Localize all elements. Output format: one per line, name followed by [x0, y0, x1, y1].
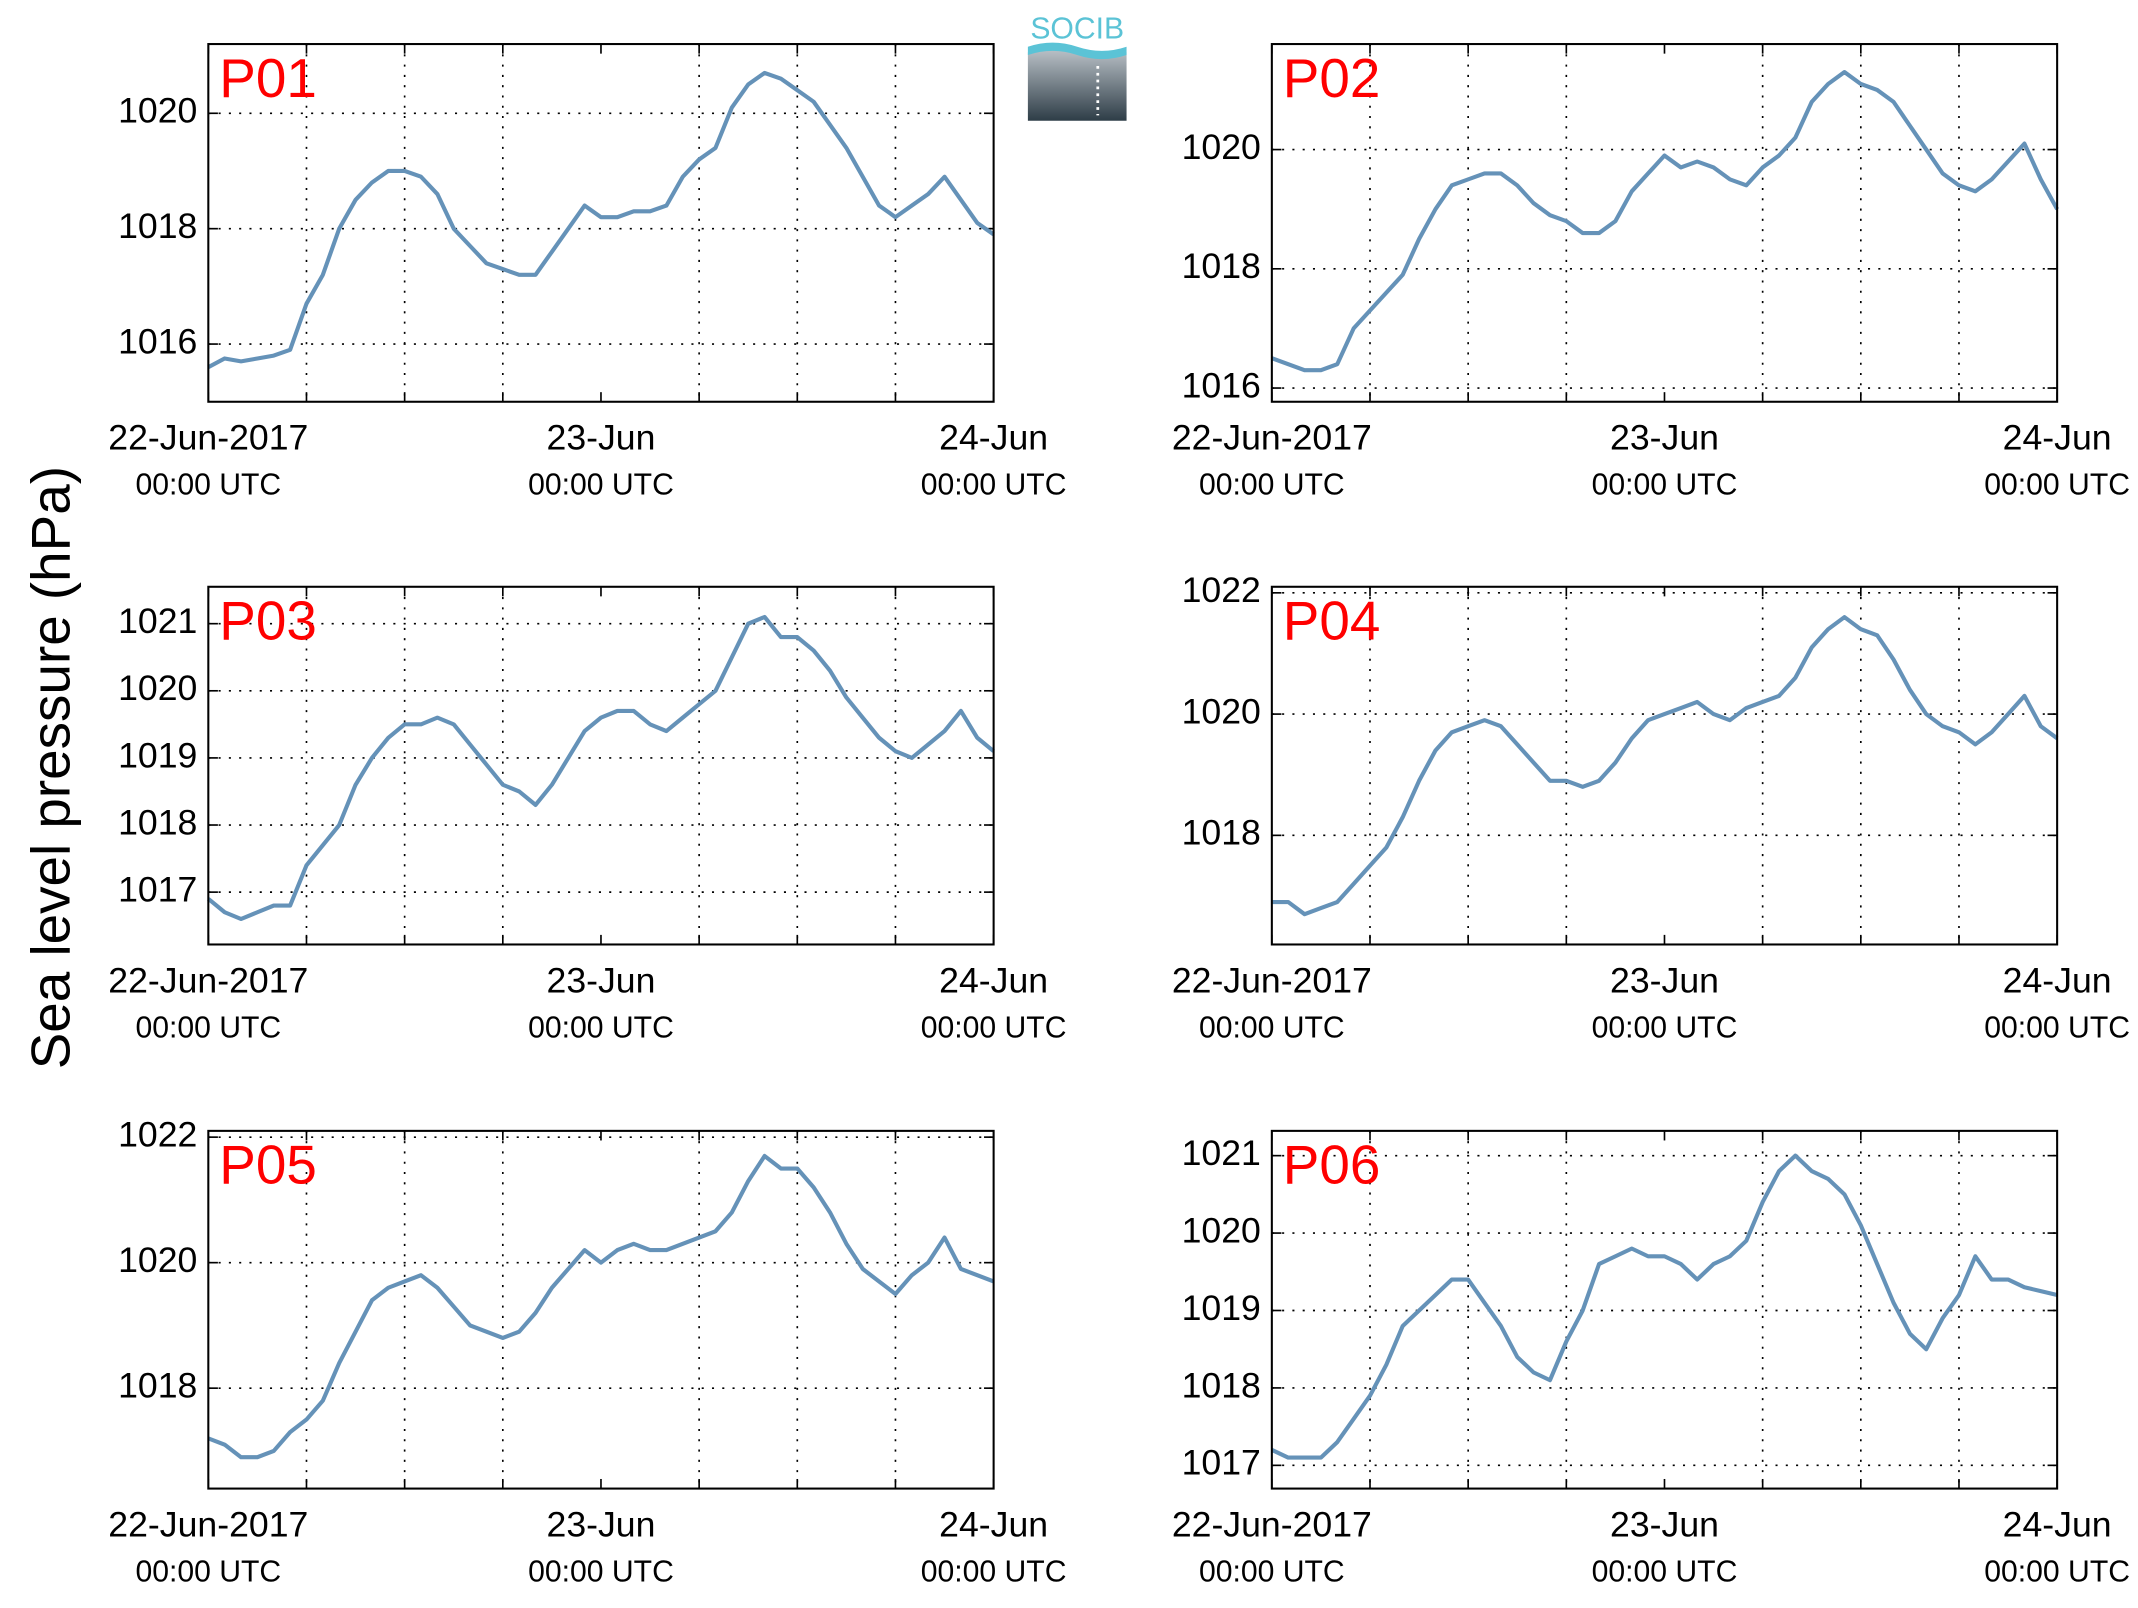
panel-title: P01: [219, 47, 317, 109]
x-tick-sublabel: 00:00 UTC: [1592, 1556, 1738, 1589]
plot-frame: [207, 585, 995, 946]
x-tick-sublabel: 00:00 UTC: [528, 1556, 674, 1589]
x-tick-label: 22-Jun-2017: [108, 1504, 308, 1544]
plot-frame: [1270, 43, 2059, 403]
panel: 1016 1018 1020 22-Jun-2017 00:00 UTC 23-Jun 00…: [1172, 43, 2130, 502]
x-tick-sublabel: 00:00 UTC: [528, 469, 674, 502]
x-tick-sublabel: 00:00 UTC: [921, 1556, 1067, 1589]
y-tick-label: 1017: [1182, 1443, 1261, 1483]
logo-text: SOCIB: [1030, 12, 1124, 45]
y-tick-label: 1022: [118, 1115, 197, 1155]
x-tick-sublabel: 00:00 UTC: [1199, 469, 1345, 502]
x-tick-label: 23-Jun: [547, 960, 656, 1000]
data-line: [207, 1153, 995, 1460]
x-tick-label: 22-Jun-2017: [108, 418, 308, 458]
x-tick-sublabel: 00:00 UTC: [1592, 469, 1738, 502]
y-tick-label: 1016: [118, 321, 197, 361]
y-tick-label: 1018: [1182, 246, 1261, 286]
plot-frame: [1270, 585, 2059, 946]
x-tick-sublabel: 00:00 UTC: [921, 1011, 1067, 1044]
x-tick-label: 22-Jun-2017: [1172, 960, 1372, 1000]
x-tick-sublabel: 00:00 UTC: [135, 469, 281, 502]
y-tick-label: 1018: [1182, 1365, 1261, 1405]
y-tick-label: 1018: [118, 206, 197, 246]
y-tick-label: 1020: [1182, 127, 1261, 167]
x-tick-sublabel: 00:00 UTC: [1199, 1011, 1345, 1044]
x-tick-sublabel: 00:00 UTC: [1199, 1556, 1345, 1589]
y-tick-label: 1018: [1182, 813, 1261, 853]
x-tick-label: 22-Jun-2017: [1172, 1504, 1372, 1544]
panel: 1018 1020 1022 22-Jun-2017 00:00 UTC 23-Jun 00…: [1172, 570, 2130, 1044]
data-line: [1270, 1153, 2058, 1460]
panel: 1018 1020 1022 22-Jun-2017 00:00 UTC 23-Jun 00…: [108, 1115, 1066, 1589]
y-tick-label: 1020: [1182, 691, 1261, 731]
x-tick-label: 23-Jun: [547, 418, 656, 458]
x-tick-label: 24-Jun: [2003, 960, 2112, 1000]
y-tick-label: 1016: [1182, 365, 1261, 405]
x-tick-label: 24-Jun: [2003, 1504, 2112, 1544]
y-tick-label: 1020: [118, 91, 197, 131]
y-tick-label: 1020: [1182, 1210, 1261, 1250]
y-tick-label: 1021: [1182, 1133, 1261, 1173]
y-axis-label: Sea level pressure (hPa): [19, 466, 81, 1069]
y-tick-label: 1018: [118, 802, 197, 842]
x-tick-sublabel: 00:00 UTC: [1984, 1011, 2130, 1044]
panel-title: P05: [219, 1134, 317, 1196]
x-tick-label: 23-Jun: [1610, 418, 1719, 458]
panel-title: P06: [1283, 1134, 1381, 1196]
x-tick-label: 24-Jun: [939, 418, 1048, 458]
x-tick-label: 24-Jun: [939, 960, 1048, 1000]
plot-frame: [1270, 1129, 2059, 1490]
x-tick-sublabel: 00:00 UTC: [135, 1011, 281, 1044]
panel-title: P04: [1283, 590, 1381, 652]
data-line: [1271, 70, 2059, 373]
x-tick-sublabel: 00:00 UTC: [1984, 469, 2130, 502]
x-tick-label: 24-Jun: [939, 1504, 1048, 1544]
y-tick-label: 1018: [118, 1366, 197, 1406]
panel: 1016 1018 1020 22-Jun-2017 00:00 UTC 23-Jun 00…: [108, 43, 1067, 502]
x-tick-label: 24-Jun: [2003, 418, 2112, 458]
data-line: [207, 70, 995, 369]
x-tick-sublabel: 00:00 UTC: [1984, 1556, 2130, 1589]
y-tick-label: 1019: [1182, 1288, 1261, 1328]
plot-frame: [207, 1129, 995, 1490]
y-tick-label: 1020: [118, 668, 197, 708]
panel-title: P02: [1283, 47, 1381, 109]
x-tick-sublabel: 00:00 UTC: [921, 469, 1067, 502]
x-tick-label: 23-Jun: [1610, 960, 1719, 1000]
x-tick-sublabel: 00:00 UTC: [1592, 1011, 1738, 1044]
x-tick-label: 23-Jun: [1610, 1504, 1719, 1544]
y-tick-label: 1017: [118, 870, 197, 910]
x-tick-label: 23-Jun: [547, 1504, 656, 1544]
panel-title: P03: [219, 590, 317, 652]
plot-frame: [207, 43, 995, 403]
x-tick-sublabel: 00:00 UTC: [135, 1556, 281, 1589]
panel: 1017 1018 1019 1020 1021 22-Jun-2017 00:00 UTC…: [1172, 1129, 2130, 1589]
data-line: [1271, 615, 2059, 917]
logo: SOCIB: [1027, 12, 1127, 121]
y-tick-label: 1020: [118, 1240, 197, 1280]
panel: 1017 1018 1019 1020 1021 22-Jun-2017 00:00 UTC…: [108, 585, 1067, 1044]
y-tick-label: 1022: [1182, 570, 1261, 610]
x-tick-label: 22-Jun-2017: [108, 960, 308, 1000]
x-tick-label: 22-Jun-2017: [1172, 418, 1372, 458]
logo-wave: [1027, 42, 1127, 60]
data-line: [207, 614, 995, 922]
y-tick-label: 1021: [118, 601, 197, 641]
y-tick-label: 1019: [118, 735, 197, 775]
logo-shape: [1027, 48, 1127, 121]
x-tick-sublabel: 00:00 UTC: [528, 1011, 674, 1044]
